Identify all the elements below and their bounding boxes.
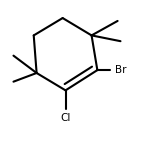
Text: Cl: Cl xyxy=(60,113,71,124)
Text: Br: Br xyxy=(115,65,126,75)
